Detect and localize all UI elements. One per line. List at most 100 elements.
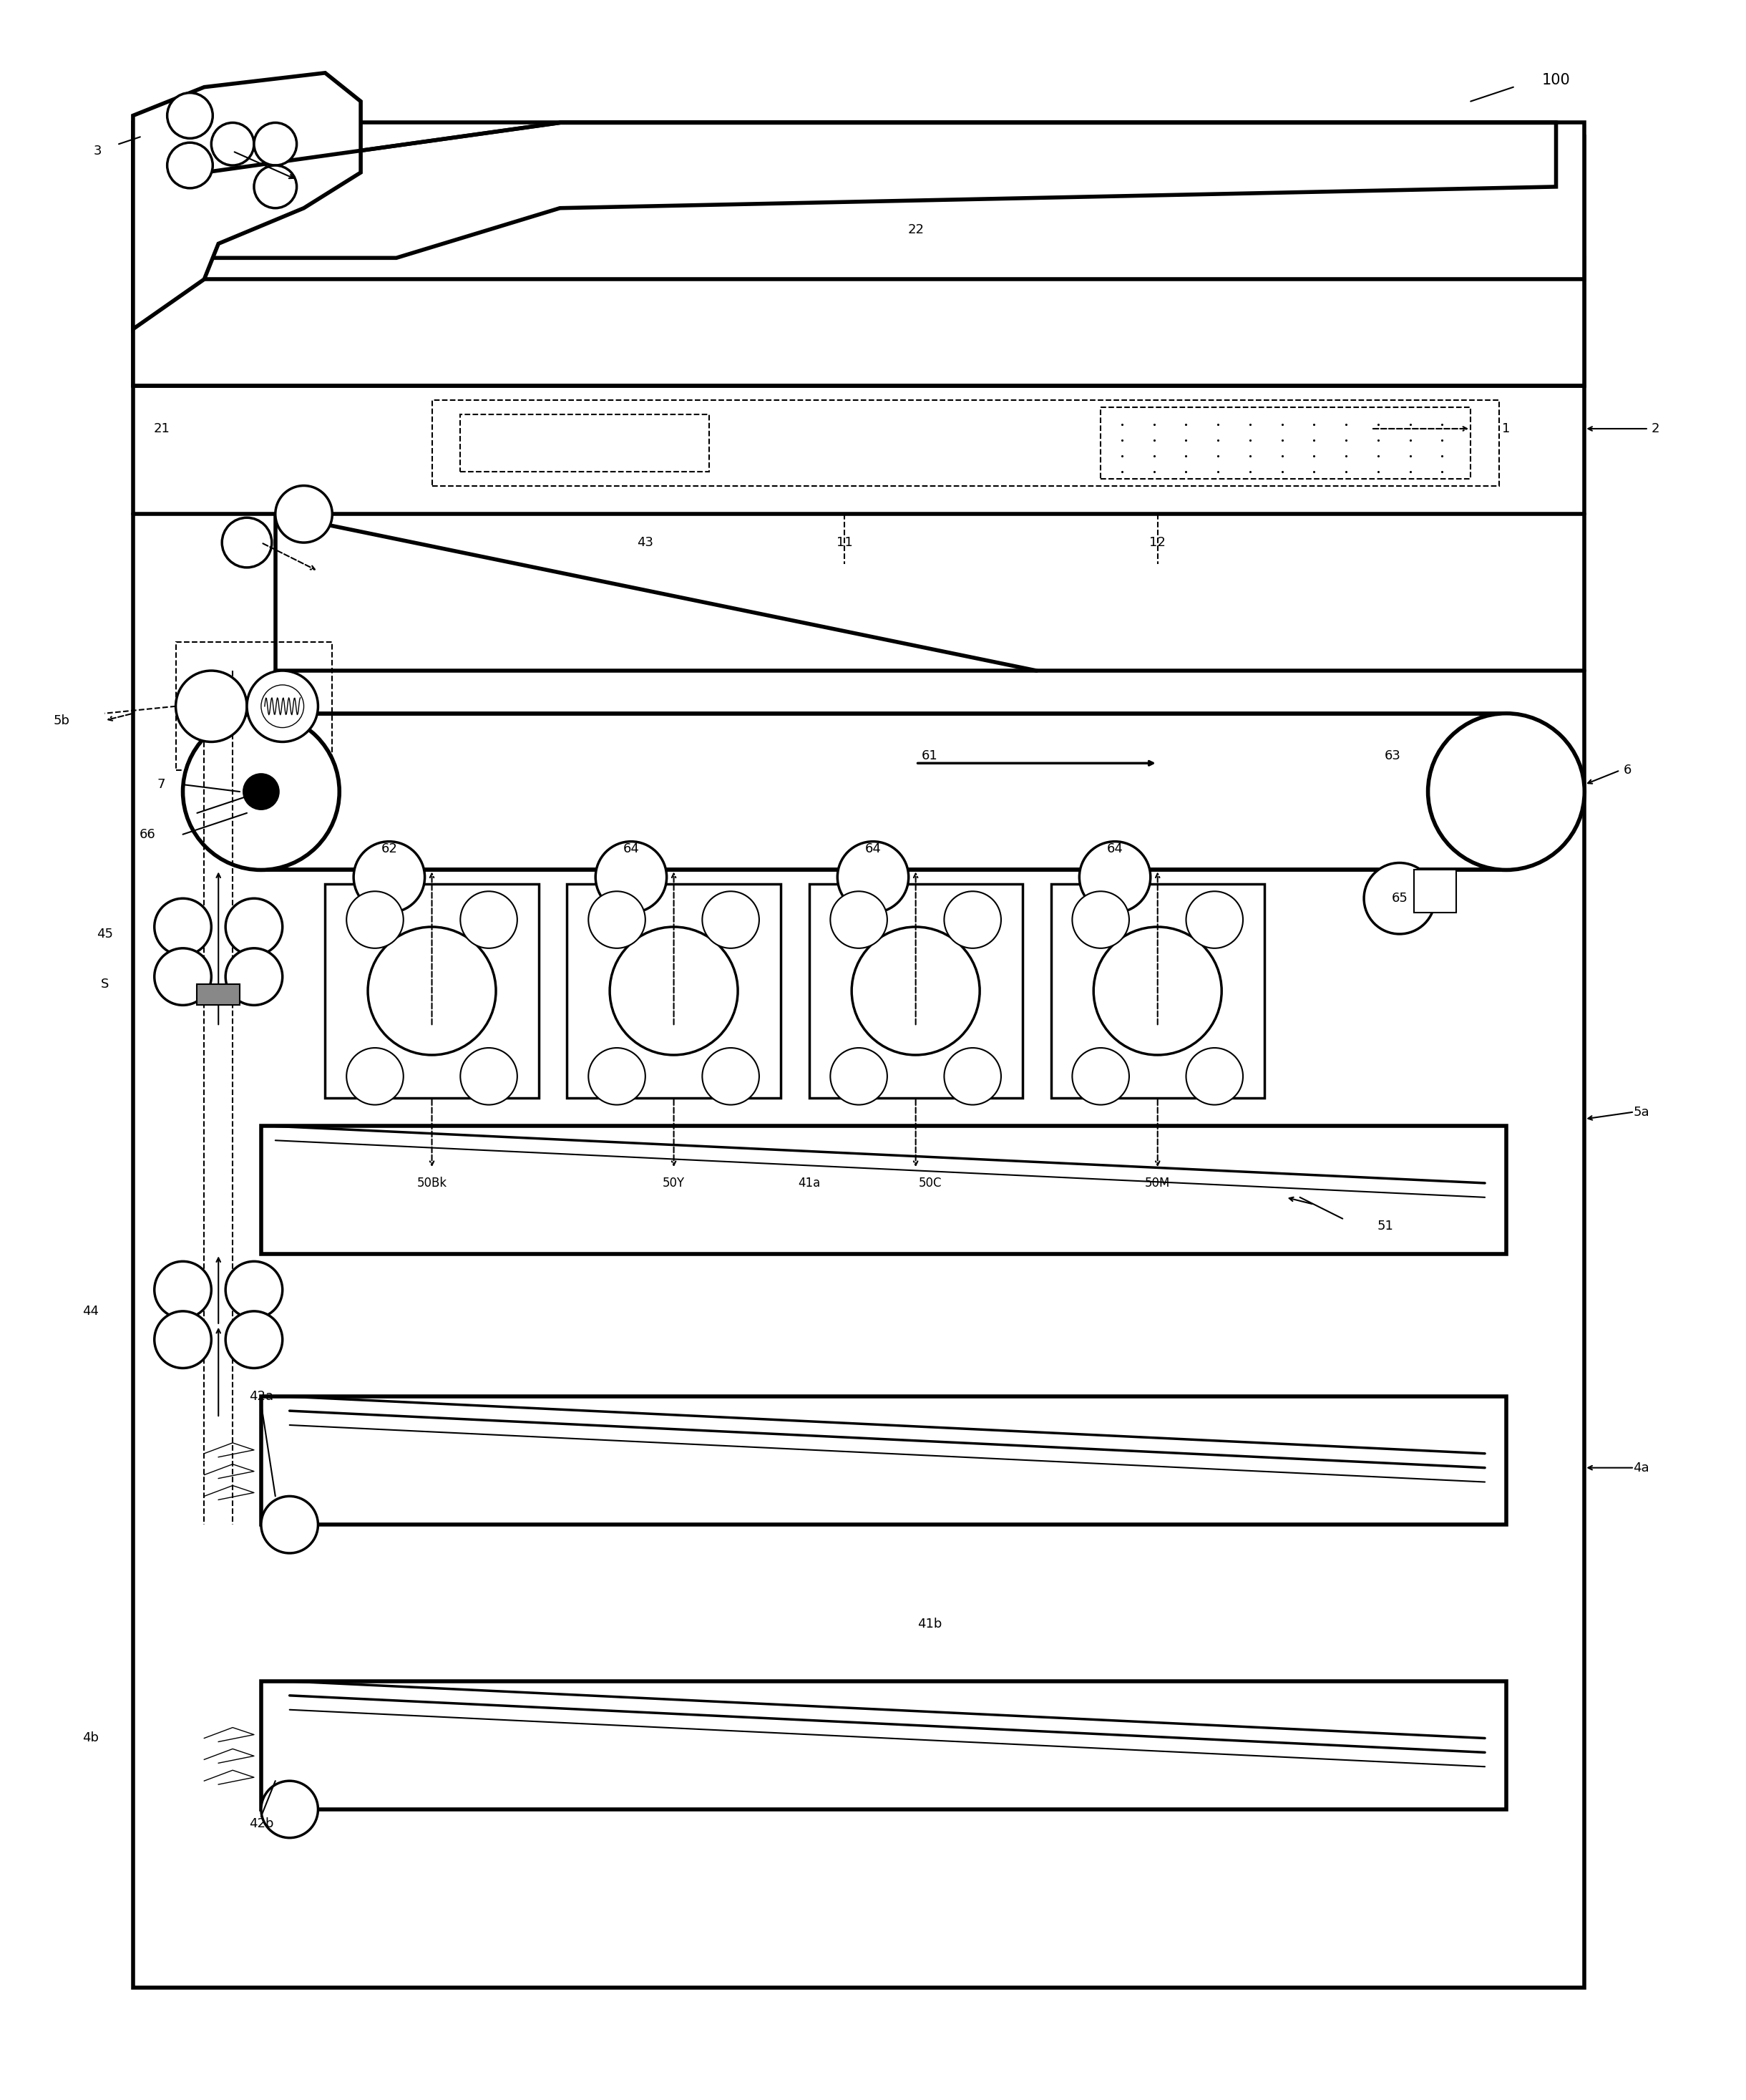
Bar: [1051, 884, 1264, 1098]
Text: 50C: 50C: [918, 1176, 941, 1189]
Circle shape: [1186, 1048, 1243, 1105]
Text: 50Bk: 50Bk: [417, 1176, 447, 1189]
Circle shape: [253, 122, 297, 166]
Bar: [262, 1126, 1507, 1254]
Text: 42a: 42a: [250, 1390, 274, 1403]
Bar: [133, 136, 1585, 1987]
Text: 62: 62: [381, 842, 398, 855]
Circle shape: [831, 1048, 887, 1105]
Circle shape: [225, 949, 283, 1006]
Circle shape: [346, 890, 403, 949]
Text: 64: 64: [1107, 842, 1123, 855]
Bar: [808, 884, 1023, 1098]
Text: 4a: 4a: [1633, 1462, 1650, 1474]
Circle shape: [702, 1048, 760, 1105]
Circle shape: [262, 1495, 318, 1554]
Bar: [325, 884, 538, 1098]
Circle shape: [1364, 863, 1435, 935]
Circle shape: [702, 890, 760, 949]
Circle shape: [1093, 926, 1222, 1054]
Bar: [1100, 407, 1470, 479]
Circle shape: [154, 949, 211, 1006]
Text: 21: 21: [154, 422, 169, 435]
Circle shape: [262, 685, 304, 727]
Text: 65: 65: [1392, 892, 1407, 905]
Circle shape: [354, 842, 424, 914]
Text: 66: 66: [140, 827, 155, 840]
Bar: [431, 401, 1500, 485]
Bar: [262, 714, 1507, 869]
Text: 5a: 5a: [1633, 1105, 1650, 1119]
Bar: [133, 122, 1585, 279]
Circle shape: [945, 890, 1000, 949]
Text: 1: 1: [1502, 422, 1510, 435]
Circle shape: [609, 926, 739, 1054]
Circle shape: [243, 775, 279, 808]
Text: 45: 45: [96, 928, 113, 941]
Text: 44: 44: [82, 1304, 98, 1317]
Circle shape: [1072, 890, 1130, 949]
Text: 100: 100: [1542, 74, 1570, 86]
Circle shape: [1186, 890, 1243, 949]
Circle shape: [838, 842, 908, 914]
Text: 11: 11: [836, 536, 852, 548]
Text: 64: 64: [864, 842, 882, 855]
Polygon shape: [133, 74, 361, 330]
Text: 43: 43: [637, 536, 653, 548]
Bar: [133, 258, 1585, 386]
Text: 3: 3: [93, 145, 101, 158]
Text: 50M: 50M: [1145, 1176, 1170, 1189]
Text: 51: 51: [1378, 1220, 1393, 1233]
Circle shape: [176, 670, 246, 741]
Text: 50Y: 50Y: [663, 1176, 684, 1189]
Bar: [197, 983, 239, 1006]
Circle shape: [225, 1262, 283, 1319]
Circle shape: [588, 1048, 646, 1105]
Text: 7: 7: [157, 779, 166, 792]
Circle shape: [154, 1262, 211, 1319]
Circle shape: [154, 899, 211, 956]
Text: 41b: 41b: [918, 1617, 943, 1632]
Circle shape: [1072, 1048, 1130, 1105]
Circle shape: [168, 143, 213, 189]
Circle shape: [945, 1048, 1000, 1105]
Text: 42b: 42b: [248, 1816, 274, 1829]
Circle shape: [183, 714, 339, 869]
Circle shape: [368, 926, 496, 1054]
Bar: [262, 1397, 1507, 1525]
Circle shape: [222, 519, 272, 567]
Circle shape: [276, 485, 332, 542]
Circle shape: [461, 1048, 517, 1105]
Circle shape: [225, 1310, 283, 1367]
Circle shape: [262, 1781, 318, 1838]
Text: 63: 63: [1385, 750, 1400, 762]
Circle shape: [154, 1310, 211, 1367]
Bar: [1414, 869, 1456, 914]
Text: 64: 64: [623, 842, 639, 855]
Circle shape: [588, 890, 646, 949]
Text: 41a: 41a: [798, 1176, 821, 1189]
Text: 61: 61: [922, 750, 938, 762]
Bar: [461, 414, 709, 470]
Text: 22: 22: [908, 223, 924, 235]
Circle shape: [346, 1048, 403, 1105]
Text: 5b: 5b: [54, 714, 70, 727]
Bar: [567, 884, 780, 1098]
Circle shape: [1079, 842, 1151, 914]
Text: 2: 2: [1652, 422, 1660, 435]
Circle shape: [1428, 714, 1585, 869]
Text: 12: 12: [1149, 536, 1166, 548]
Polygon shape: [204, 122, 1556, 279]
Bar: [262, 1682, 1507, 1810]
Circle shape: [595, 842, 667, 914]
Text: 6: 6: [1624, 764, 1631, 777]
Circle shape: [225, 899, 283, 956]
Bar: [176, 643, 332, 771]
Circle shape: [253, 166, 297, 208]
Circle shape: [246, 670, 318, 741]
Circle shape: [211, 122, 253, 166]
Text: 4b: 4b: [82, 1732, 98, 1745]
Text: S: S: [101, 977, 108, 991]
Circle shape: [852, 926, 980, 1054]
Circle shape: [831, 890, 887, 949]
